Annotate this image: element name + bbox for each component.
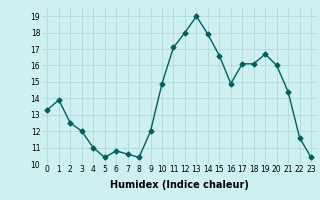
- X-axis label: Humidex (Indice chaleur): Humidex (Indice chaleur): [110, 180, 249, 190]
